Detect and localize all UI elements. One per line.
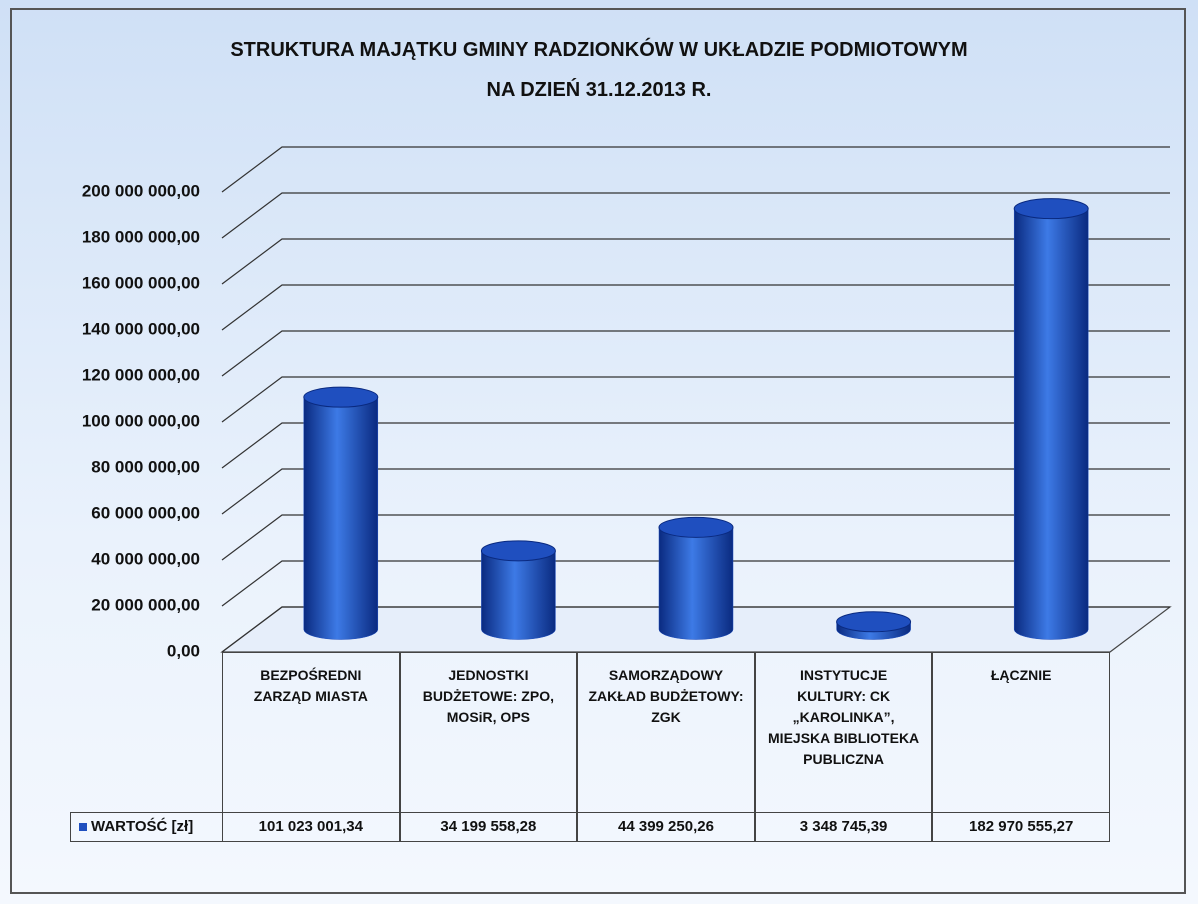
grid-line xyxy=(221,376,1170,423)
bar-top xyxy=(658,516,734,538)
bar xyxy=(481,550,556,640)
grid-line xyxy=(221,146,1170,193)
value-cell: 3 348 745,39 xyxy=(754,812,933,842)
legend-cell: WARTOŚĆ [zł] xyxy=(70,812,223,842)
grid-line xyxy=(221,560,1170,607)
y-tick-label: 40 000 000,00 xyxy=(91,549,200,568)
grid-line xyxy=(221,606,1170,653)
y-tick-label: 200 000 000,00 xyxy=(82,181,200,200)
y-tick-label: 60 000 000,00 xyxy=(91,503,200,522)
y-tick-label: 180 000 000,00 xyxy=(82,227,200,246)
legend-label: WARTOŚĆ [zł] xyxy=(91,818,194,835)
grid-line xyxy=(221,468,1170,515)
y-tick-label: 100 000 000,00 xyxy=(82,411,200,430)
bar xyxy=(1013,208,1089,640)
chart-frame xyxy=(10,8,1186,894)
grid-line xyxy=(221,330,1170,377)
y-tick-label: 140 000 000,00 xyxy=(82,319,200,338)
bar xyxy=(658,527,734,640)
chart-title: STRUKTURA MAJĄTKU GMINY RADZIONKÓW W UKŁ… xyxy=(230,39,968,101)
y-tick-label: 80 000 000,00 xyxy=(91,457,200,476)
bar-top xyxy=(836,611,912,633)
category-cell: INSTYTUCJE KULTURY: CK „KAROLINKA”, MIEJ… xyxy=(754,652,933,813)
grid-line xyxy=(221,514,1170,561)
bar xyxy=(303,396,379,640)
category-cell: BEZPOŚREDNI ZARZĄD MIASTA xyxy=(222,652,400,813)
grid-line xyxy=(221,192,1170,239)
bar-top xyxy=(303,386,379,408)
y-tick-label: 0,00 xyxy=(167,641,200,660)
value-cell: 44 399 250,26 xyxy=(577,812,755,842)
category-cell: ŁĄCZNIE xyxy=(932,652,1110,813)
bar-top xyxy=(1013,198,1089,220)
bar-top xyxy=(480,540,556,562)
grid-line xyxy=(221,238,1170,285)
y-tick-label: 20 000 000,00 xyxy=(91,595,200,614)
y-tick-label: 160 000 000,00 xyxy=(82,273,200,292)
value-cell: 101 023 001,34 xyxy=(222,812,400,842)
value-cell: 34 199 558,28 xyxy=(399,812,578,842)
grid-line xyxy=(221,422,1170,469)
value-cell: 182 970 555,27 xyxy=(932,812,1110,842)
category-cell: SAMORZĄDOWY ZAKŁAD BUDŻETOWY: ZGK xyxy=(577,652,755,813)
category-cell: JEDNOSTKI BUDŻETOWE: ZPO, MOSiR, OPS xyxy=(399,652,578,813)
y-tick-label: 120 000 000,00 xyxy=(82,365,200,384)
grid-line xyxy=(221,284,1170,331)
legend-swatch xyxy=(79,823,87,831)
